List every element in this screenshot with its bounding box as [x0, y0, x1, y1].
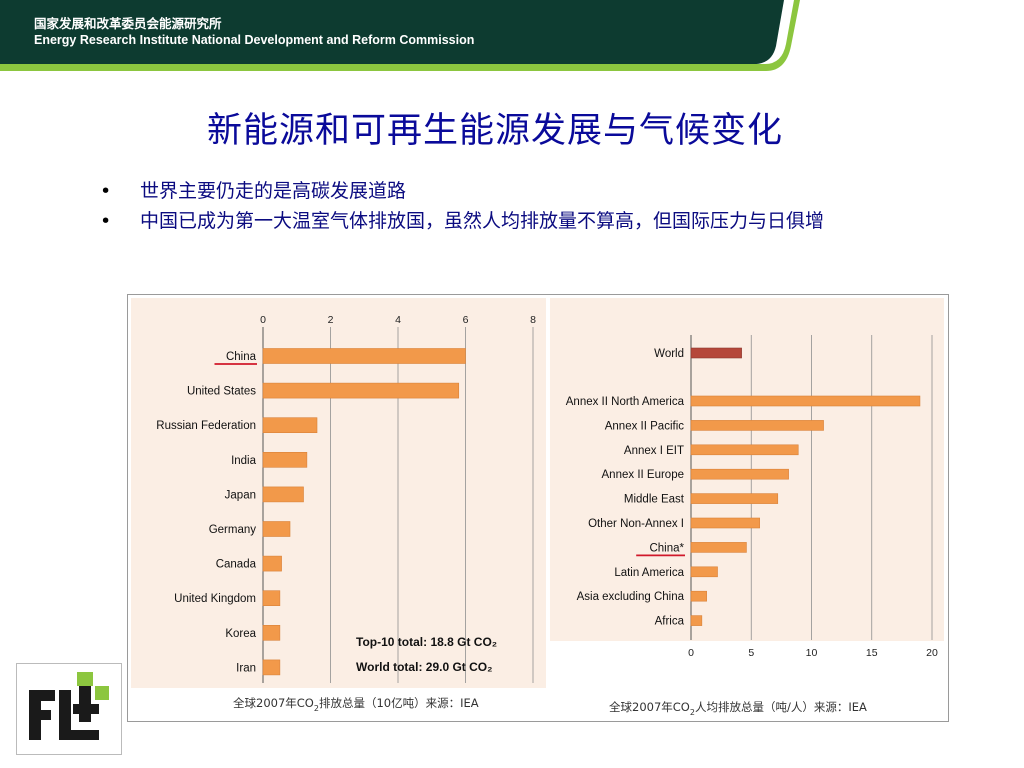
- emissions-per-capita-category-label: China*: [649, 542, 684, 554]
- emissions-total-bar: [262, 555, 282, 572]
- chart-image-frame: 0 2 4 6 8 China United States Russian Federatio…: [127, 294, 949, 722]
- emissions-total-tick-label: 6: [463, 314, 469, 326]
- emissions-total-bar: [262, 348, 466, 364]
- emissions-per-capita-category-label: Annex I EIT: [624, 445, 684, 457]
- emissions-per-capita-category-label: Africa: [655, 616, 685, 628]
- emissions-total-category-label: Germany: [209, 524, 257, 536]
- emissions-total-bar: [262, 590, 281, 607]
- emissions-total-category-label: China: [226, 351, 257, 363]
- chart-canvas: 0 2 4 6 8 China United States Russian Federatio…: [131, 298, 944, 717]
- emissions-per-capita-bar: [690, 590, 707, 602]
- org-name-english: Energy Research Institute National Devel…: [34, 33, 475, 47]
- emissions-per-capita-category-label: Annex II Europe: [602, 469, 684, 481]
- emissions-total-category-label: Canada: [216, 559, 257, 571]
- bullet-item: • 世界主要仍走的是高碳发展道路: [100, 176, 950, 206]
- emissions-per-capita-category-label: World: [654, 348, 684, 360]
- emissions-total-category-label: Iran: [236, 662, 256, 674]
- org-name-chinese: 国家发展和改革委员会能源研究所: [34, 17, 222, 31]
- banner-background: [0, 0, 784, 64]
- emissions-total-bar: [262, 452, 308, 468]
- emissions-total-bar: [262, 417, 318, 433]
- emissions-total-tick-label: 0: [260, 314, 266, 326]
- emissions-per-capita-tick-label: 5: [748, 647, 754, 659]
- emissions-total-bar: [262, 624, 281, 641]
- emissions-per-capita-category-label: Latin America: [614, 567, 684, 579]
- emissions-per-capita-bar: [690, 468, 789, 480]
- emissions-per-capita-bar: [690, 542, 747, 553]
- eri-logo: [16, 663, 122, 755]
- bullet-dot-icon: •: [100, 210, 112, 232]
- emissions-per-capita-bar: [690, 347, 742, 359]
- emissions-per-capita-tick-label: 20: [926, 647, 938, 659]
- emissions-total-tick-label: 2: [328, 314, 334, 326]
- emissions-per-capita-bar: [690, 420, 824, 431]
- emissions-total-category-label: Russian Federation: [156, 420, 256, 432]
- emissions-total-bar: [262, 382, 460, 399]
- emissions-total-caption: 全球2007年CO2排放总量（10亿吨）来源：IEA: [233, 696, 479, 713]
- emissions-per-capita-tick-label: 10: [806, 647, 818, 659]
- emissions-total-category-label: Korea: [225, 628, 256, 640]
- bullet-list: • 世界主要仍走的是高碳发展道路 • 中国已成为第一大温室气体排放国，虽然人均排放量…: [100, 176, 950, 236]
- emissions-per-capita-bar: [690, 395, 921, 407]
- emissions-total-bar: [262, 659, 281, 676]
- emissions-total-bar: [262, 521, 291, 537]
- emissions-per-capita-category-label: Other Non-Annex I: [588, 518, 684, 530]
- header-banner: [0, 0, 1024, 80]
- emissions-per-capita-category-label: Annex II North America: [566, 396, 685, 408]
- emissions-per-capita-category-label: Annex II Pacific: [605, 420, 685, 432]
- emissions-per-capita-category-label: Middle East: [624, 494, 685, 506]
- emissions-total-category-label: Japan: [225, 489, 256, 501]
- emissions-per-capita-bar: [690, 566, 718, 578]
- emissions-total-tick-label: 8: [530, 314, 536, 326]
- emissions-per-capita-category-label: Asia excluding China: [577, 591, 685, 603]
- emissions-per-capita-bar: [690, 444, 799, 456]
- bullet-dot-icon: •: [100, 180, 112, 202]
- slide-title: 新能源和可再生能源发展与气候变化: [206, 111, 783, 151]
- bullet-text: 中国已成为第一大温室气体排放国，虽然人均排放量不算高，但国际压力与日俱增: [140, 210, 825, 232]
- bullet-item: • 中国已成为第一大温室气体排放国，虽然人均排放量不算高，但国际压力与日俱增: [100, 206, 950, 236]
- emissions-total-category-label: United States: [187, 386, 256, 398]
- emissions-per-capita-bar: [690, 517, 760, 529]
- emissions-per-capita-bar: [690, 493, 779, 504]
- emissions-per-capita-caption: 全球2007年CO2人均排放总量（吨/人）来源：IEA: [609, 700, 867, 717]
- emissions-total-annotation: World total: 29.0 Gt CO₂: [356, 660, 492, 674]
- emissions-total-category-label: United Kingdom: [174, 593, 256, 605]
- emissions-total-bar: [262, 486, 304, 503]
- emissions-per-capita-bar: [690, 615, 703, 626]
- emissions-total-tick-label: 4: [395, 314, 401, 326]
- emissions-total-category-label: India: [231, 455, 257, 467]
- emissions-per-capita-tick-label: 15: [866, 647, 878, 659]
- bullet-text: 世界主要仍走的是高碳发展道路: [140, 180, 407, 202]
- emissions-total-annotation: Top-10 total: 18.8 Gt CO₂: [356, 635, 497, 649]
- emissions-per-capita-tick-label: 0: [688, 647, 694, 659]
